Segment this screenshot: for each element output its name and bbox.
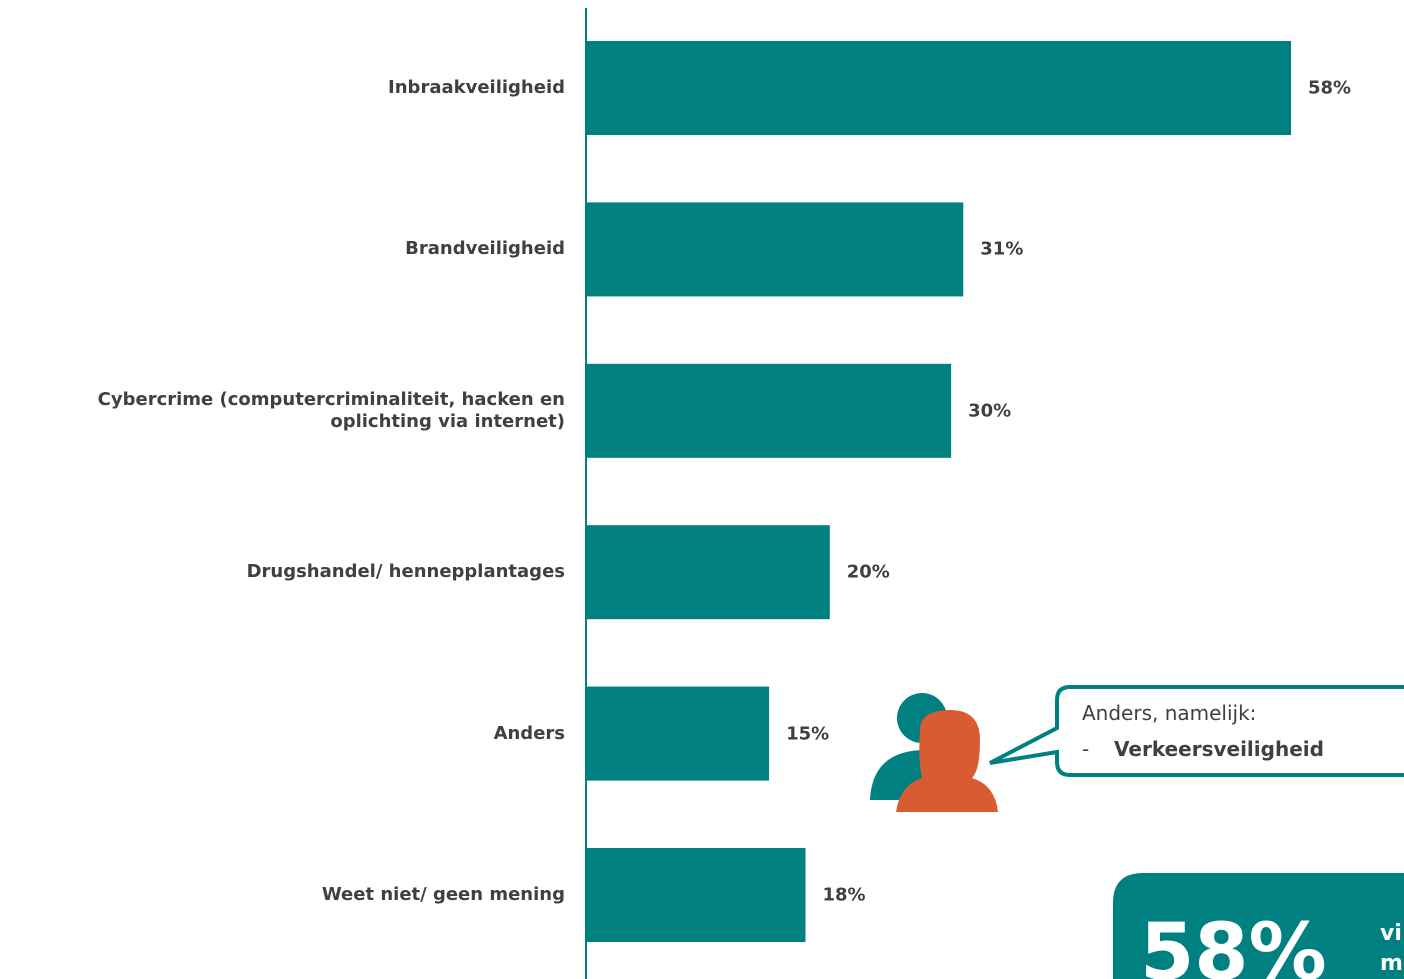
callout-bullet: - bbox=[1082, 737, 1089, 761]
bar bbox=[587, 525, 830, 620]
category-label: Brandveiligheid bbox=[405, 238, 565, 260]
highlight-value: 58% bbox=[1140, 908, 1327, 979]
callout-item: Verkeersveiligheid bbox=[1114, 737, 1324, 761]
value-label: 58% bbox=[1308, 77, 1352, 99]
category-label: Anders bbox=[493, 722, 565, 744]
bar bbox=[587, 686, 770, 781]
value-label: 31% bbox=[980, 238, 1024, 260]
bar bbox=[587, 848, 806, 942]
value-label: 18% bbox=[822, 884, 866, 906]
highlight-box: 58% vi m bbox=[1113, 873, 1404, 979]
category-label: Weet niet/ geen mening bbox=[321, 884, 565, 905]
value-label: 20% bbox=[846, 561, 890, 583]
category-label: Cybercrime (computercriminaliteit, hacke… bbox=[97, 388, 565, 432]
value-label: 30% bbox=[968, 400, 1012, 422]
value-label: 15% bbox=[786, 723, 830, 745]
person-icon bbox=[870, 693, 998, 812]
callout-box: Anders, namelijk: - Verkeersveiligheid bbox=[989, 685, 1404, 777]
highlight-text: vi bbox=[1380, 921, 1402, 946]
callout-title: Anders, namelijk: bbox=[1082, 701, 1256, 725]
highlight-text: m bbox=[1380, 951, 1403, 976]
bar bbox=[587, 202, 964, 297]
bar bbox=[587, 363, 952, 458]
category-label: Drugshandel/ hennepplantages bbox=[246, 561, 565, 583]
category-label: Inbraakveiligheid bbox=[388, 77, 565, 98]
bar bbox=[587, 41, 1291, 135]
